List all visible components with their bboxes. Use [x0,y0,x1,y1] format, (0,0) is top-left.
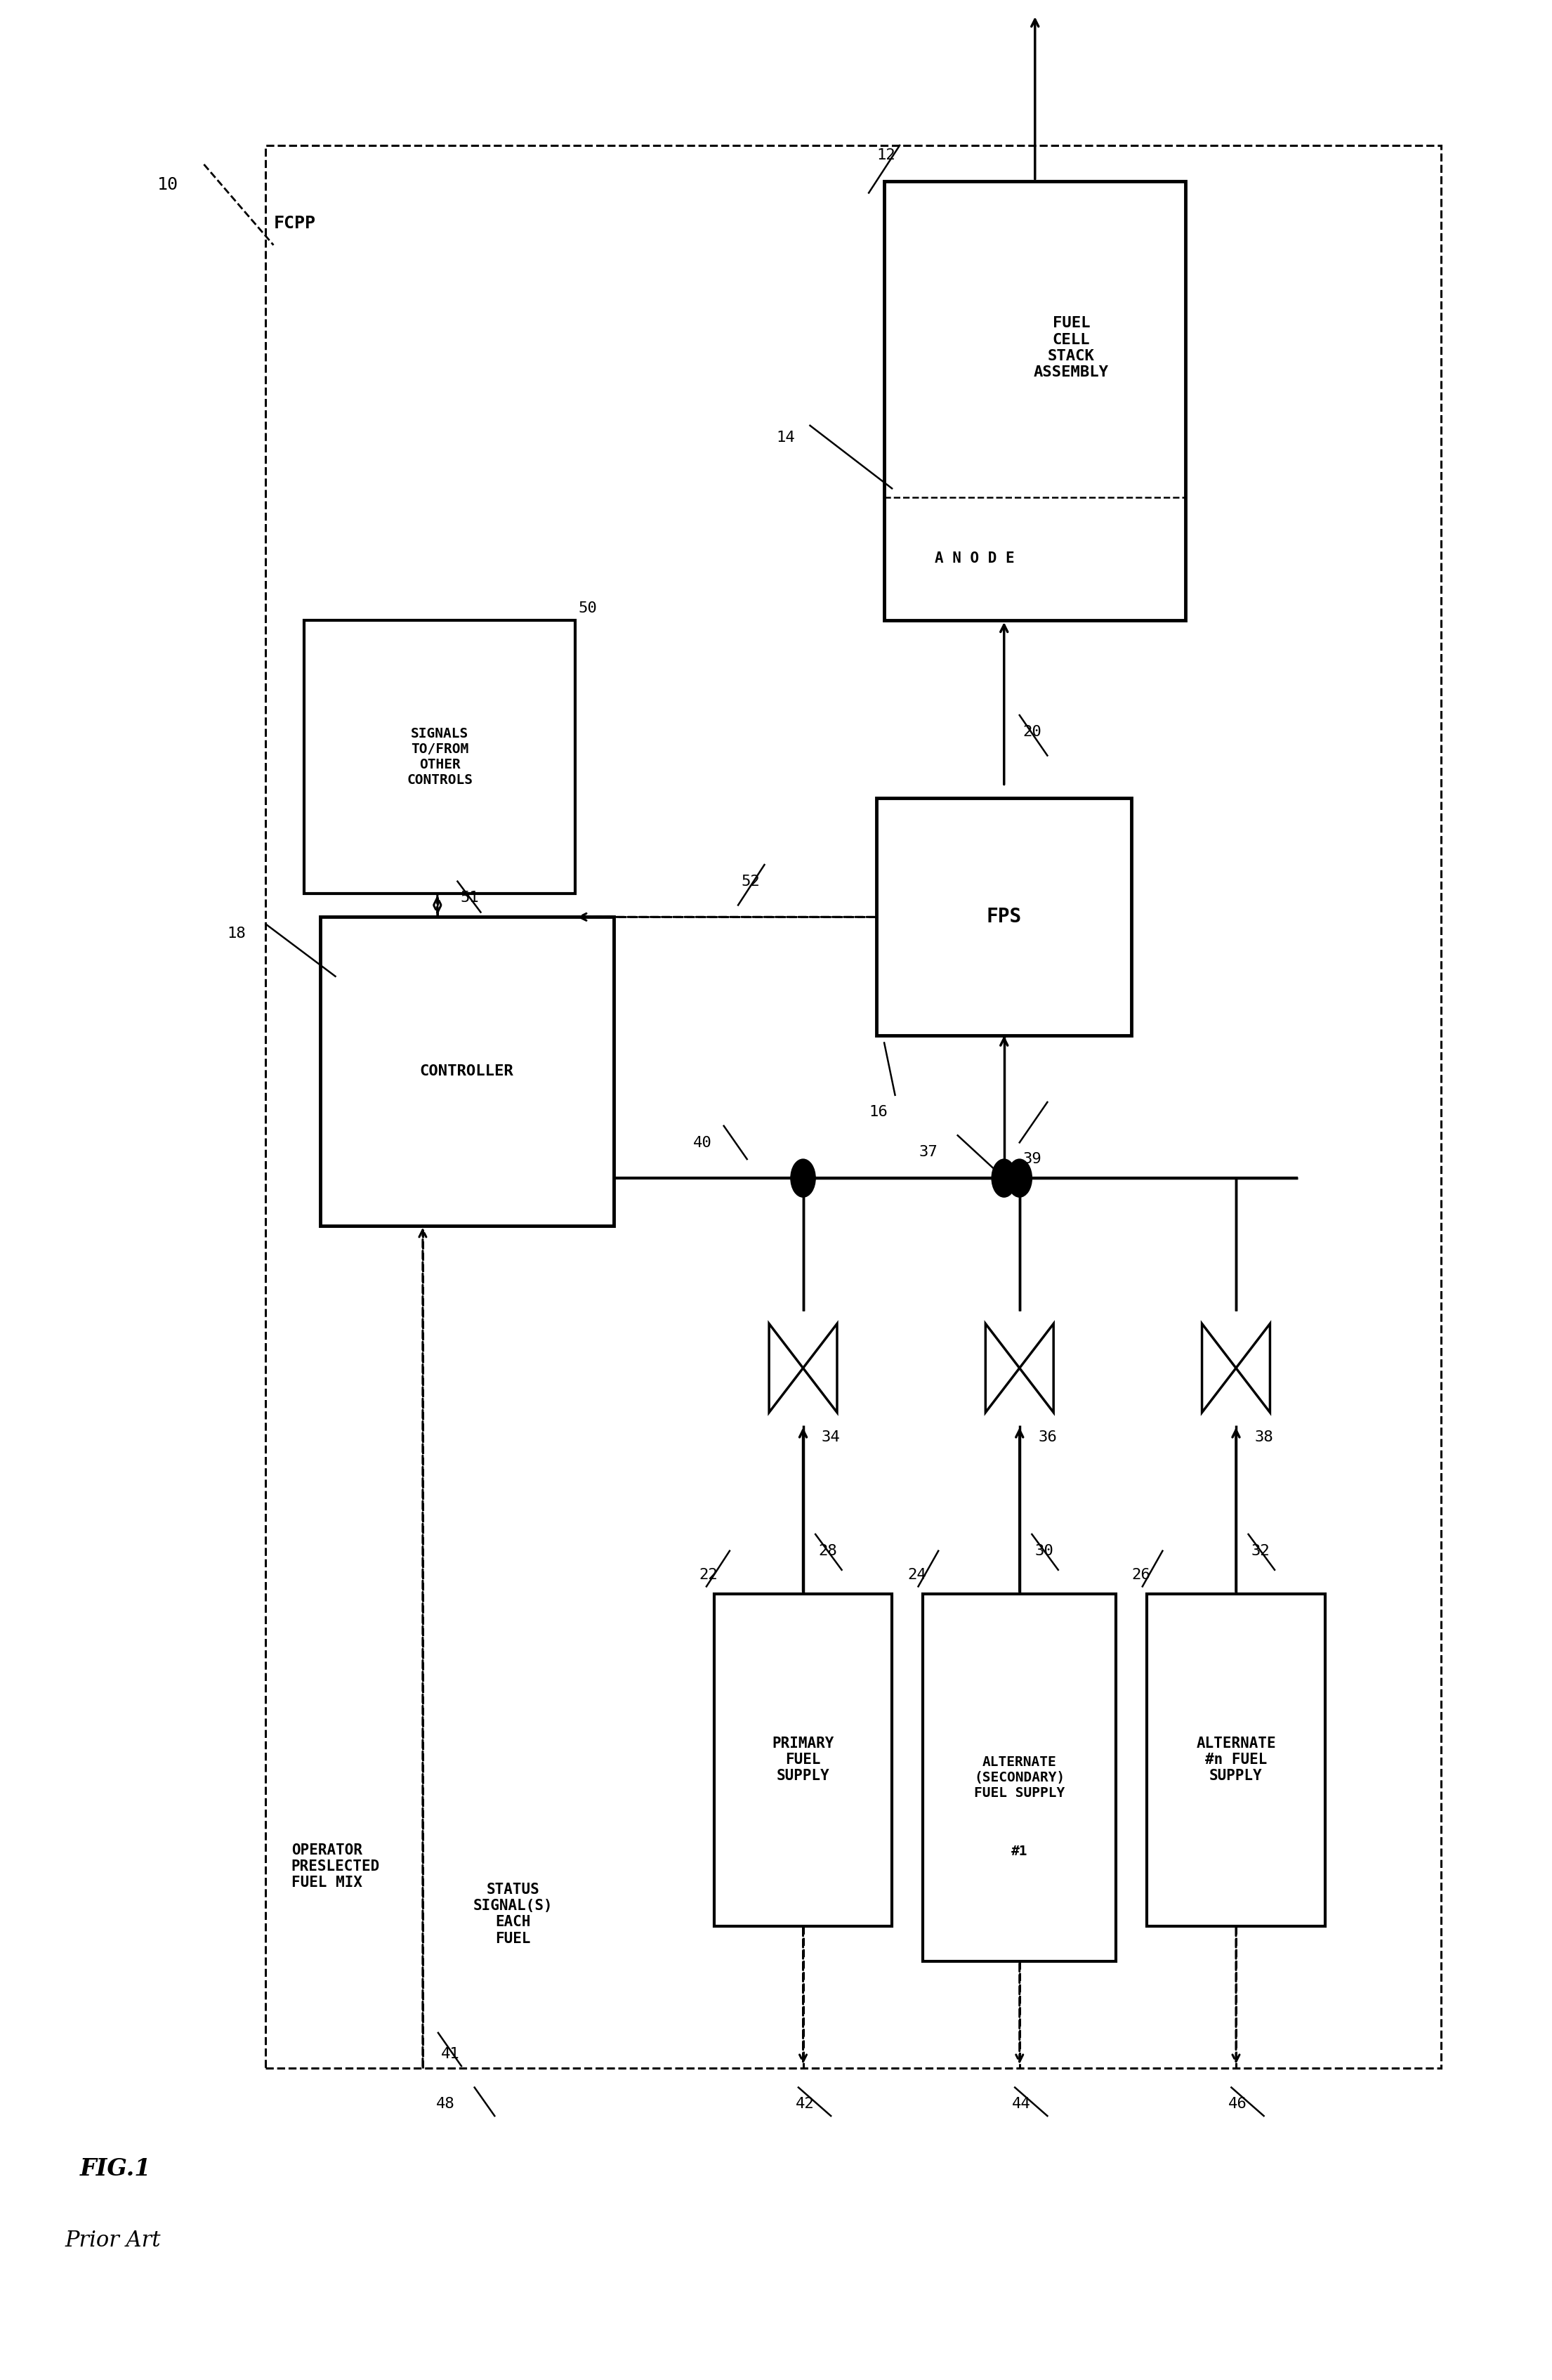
Text: 44: 44 [1012,2097,1031,2111]
Text: FUEL
CELL
STACK
ASSEMBLY: FUEL CELL STACK ASSEMBLY [1034,317,1108,378]
Text: 32: 32 [1251,1545,1270,1559]
Text: 18: 18 [227,926,245,940]
Text: Prior Art: Prior Art [65,2230,160,2251]
Text: OPERATOR
PRESLECTED
FUEL MIX: OPERATOR PRESLECTED FUEL MIX [292,1842,380,1890]
Text: 12: 12 [877,148,896,162]
Text: PRIMARY
FUEL
SUPPLY: PRIMARY FUEL SUPPLY [771,1737,833,1783]
Text: 30: 30 [1035,1545,1054,1559]
Bar [923,1595,1116,1961]
Text: 14: 14 [776,431,795,445]
Text: STATUS
SIGNAL(S)
EACH
FUEL: STATUS SIGNAL(S) EACH FUEL [473,1883,553,1944]
Text: 39: 39 [1023,1152,1041,1166]
Circle shape [790,1159,815,1197]
Bar [304,621,574,892]
Bar [885,181,1186,621]
Bar [1147,1595,1325,1925]
Text: 50: 50 [577,602,598,616]
Text: 16: 16 [869,1104,888,1119]
Text: 36: 36 [1038,1430,1057,1445]
Text: A N O D E: A N O D E [934,552,1015,566]
Text: FIG.1: FIG.1 [81,2156,152,2180]
Bar [714,1595,892,1925]
Bar [265,145,1440,2068]
Text: 46: 46 [1228,2097,1248,2111]
Text: 52: 52 [742,873,760,888]
Text: ALTERNATE
#n FUEL
SUPPLY: ALTERNATE #n FUEL SUPPLY [1197,1737,1276,1783]
Text: 37: 37 [919,1145,937,1159]
Text: SIGNALS
TO/FROM
OTHER
CONTROLS: SIGNALS TO/FROM OTHER CONTROLS [407,726,473,785]
Text: #1: #1 [1012,1845,1027,1859]
Text: 38: 38 [1254,1430,1273,1445]
Text: 22: 22 [698,1568,717,1583]
Text: 51: 51 [461,890,480,904]
Bar [877,797,1131,1035]
Text: 48: 48 [436,2097,455,2111]
Text: FPS: FPS [987,907,1021,926]
Text: FCPP: FCPP [273,214,315,231]
Text: 42: 42 [795,2097,815,2111]
Text: 40: 40 [692,1135,712,1150]
Circle shape [992,1159,1017,1197]
Text: CONTROLLER: CONTROLLER [419,1064,514,1078]
Text: ALTERNATE
(SECONDARY)
FUEL SUPPLY: ALTERNATE (SECONDARY) FUEL SUPPLY [975,1756,1065,1799]
Circle shape [1007,1159,1032,1197]
Text: 10: 10 [158,176,178,193]
Text: 28: 28 [818,1545,838,1559]
Bar [320,916,613,1226]
Text: 26: 26 [1131,1568,1150,1583]
Text: 20: 20 [1023,726,1041,738]
Text: 24: 24 [908,1568,927,1583]
Text: 41: 41 [441,2047,459,2061]
Text: 34: 34 [821,1430,840,1445]
